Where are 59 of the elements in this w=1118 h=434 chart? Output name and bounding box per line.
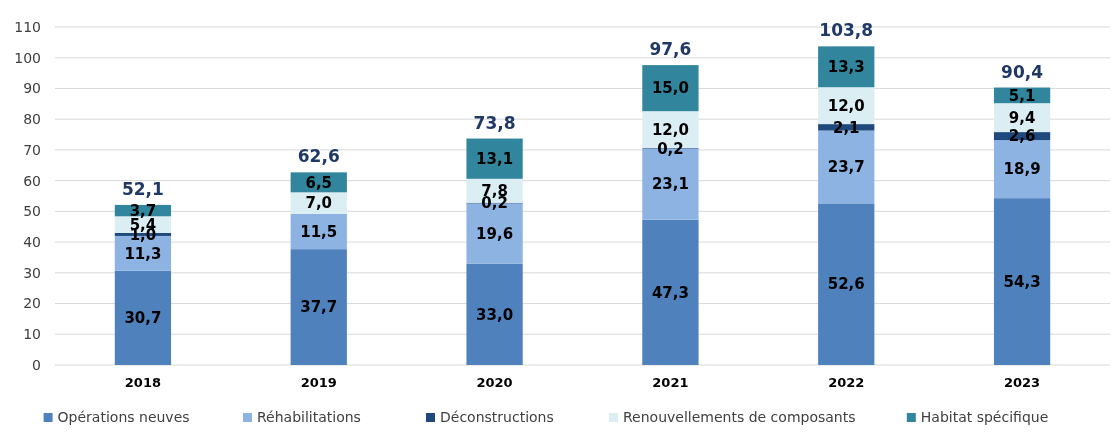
y-tick-label: 40 bbox=[23, 233, 41, 250]
total-label: 103,8 bbox=[819, 20, 874, 41]
data-label: 37,7 bbox=[300, 298, 338, 317]
y-tick-label: 90 bbox=[23, 80, 41, 97]
total-label: 73,8 bbox=[473, 112, 516, 133]
y-tick-label: 70 bbox=[23, 141, 41, 158]
legend-label: Habitat spécifique bbox=[920, 409, 1049, 425]
data-label: 5,1 bbox=[1008, 86, 1036, 105]
total-label: 97,6 bbox=[649, 39, 692, 60]
x-tick-label: 2020 bbox=[476, 375, 513, 390]
bar bbox=[642, 65, 699, 112]
x-tick-label: 2019 bbox=[300, 375, 337, 390]
data-label: 13,1 bbox=[476, 149, 514, 168]
bar bbox=[642, 219, 699, 365]
data-label: 13,3 bbox=[827, 58, 865, 77]
data-label: 15,0 bbox=[651, 79, 689, 98]
y-tick-label: 110 bbox=[14, 18, 41, 35]
y-tick-label: 50 bbox=[23, 203, 41, 220]
bar bbox=[466, 263, 523, 365]
data-label: 52,6 bbox=[827, 275, 865, 294]
y-tick-label: 20 bbox=[23, 295, 41, 312]
data-label: 18,9 bbox=[1003, 160, 1041, 179]
data-label: 47,3 bbox=[651, 283, 689, 302]
total-label: 62,6 bbox=[297, 146, 340, 167]
x-tick-label: 2018 bbox=[124, 375, 162, 390]
data-label: 0,2 bbox=[657, 139, 684, 158]
x-tick-label: 2023 bbox=[1003, 375, 1041, 390]
data-label: 6,5 bbox=[305, 173, 333, 192]
data-label: 7,0 bbox=[305, 194, 333, 213]
data-label: 19,6 bbox=[476, 224, 514, 243]
legend-label: Déconstructions bbox=[440, 409, 554, 425]
bar bbox=[114, 270, 172, 365]
legend-label: Réhabilitations bbox=[257, 409, 361, 425]
bar bbox=[818, 203, 875, 365]
y-tick-label: 60 bbox=[23, 172, 41, 189]
legend-label: Opérations neuves bbox=[57, 409, 190, 425]
data-label: 12,0 bbox=[827, 96, 865, 115]
y-tick-label: 30 bbox=[23, 264, 41, 281]
data-label: 11,5 bbox=[300, 222, 338, 241]
x-tick-label: 2022 bbox=[828, 375, 865, 390]
total-label: 90,4 bbox=[1001, 61, 1044, 82]
data-label: 9,4 bbox=[1008, 108, 1036, 127]
bar bbox=[290, 249, 347, 365]
data-label: 12,0 bbox=[651, 120, 689, 139]
bar bbox=[993, 198, 1051, 365]
total-label: 52,1 bbox=[121, 178, 164, 199]
y-tick-label: 80 bbox=[23, 111, 41, 128]
data-label: 23,1 bbox=[651, 175, 689, 194]
y-tick-label: 0 bbox=[32, 356, 41, 373]
data-label: 54,3 bbox=[1003, 272, 1041, 291]
data-label: 23,7 bbox=[827, 158, 865, 177]
y-tick-label: 10 bbox=[23, 326, 41, 343]
data-label: 11,3 bbox=[124, 244, 162, 263]
data-label: 33,0 bbox=[476, 305, 514, 324]
legend-label: Renouvellements de composants bbox=[623, 409, 856, 425]
data-label: 30,7 bbox=[124, 309, 162, 328]
bar bbox=[466, 138, 523, 179]
y-tick-label: 100 bbox=[14, 49, 41, 66]
x-tick-label: 2021 bbox=[652, 375, 689, 390]
